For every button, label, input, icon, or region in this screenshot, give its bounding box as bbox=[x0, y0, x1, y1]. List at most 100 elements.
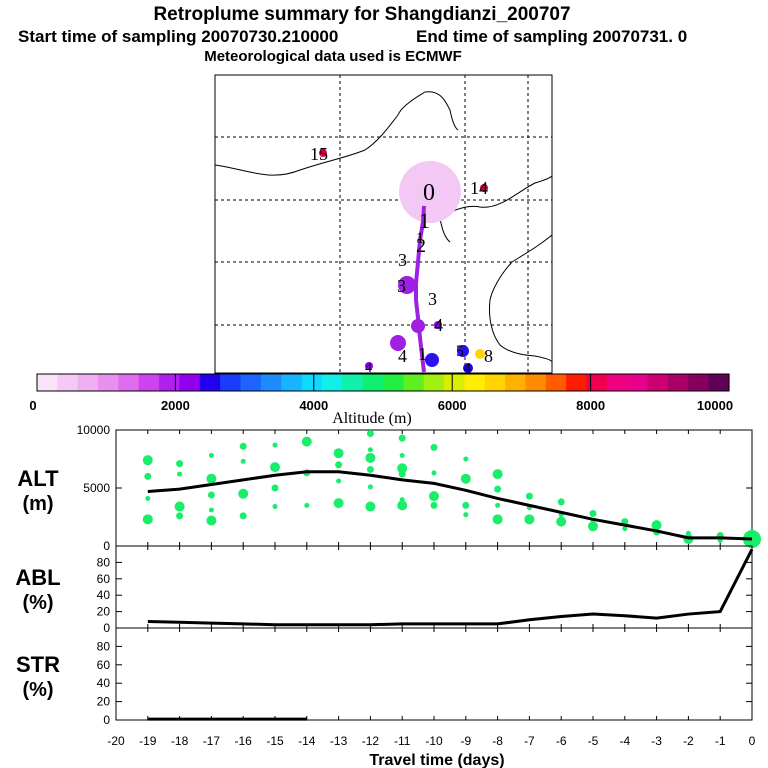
y-tick-label: 0 bbox=[103, 713, 110, 727]
alt-scatter-point bbox=[557, 498, 565, 506]
colorbar-cell bbox=[301, 374, 323, 391]
x-tick-label: -7 bbox=[524, 734, 535, 748]
x-tick-label: -1 bbox=[715, 734, 726, 748]
y-tick-label: 0 bbox=[103, 621, 110, 635]
panel-ylabel-unit: (%) bbox=[22, 679, 53, 701]
panel-abl: 0 20 40 60 80 ABL(%) bbox=[15, 545, 754, 635]
plume-cluster bbox=[480, 184, 488, 192]
colorbar-cell bbox=[586, 374, 608, 391]
x-tick-label: -12 bbox=[362, 734, 380, 748]
alt-scatter-point bbox=[238, 488, 249, 499]
alt-scatter-point bbox=[240, 458, 246, 464]
y-tick-label: 40 bbox=[97, 676, 111, 690]
map-day-label: 1 bbox=[418, 344, 427, 364]
colorbar-cell bbox=[525, 374, 547, 391]
alt-scatter-point bbox=[495, 502, 501, 508]
colorbar-tick-label: 8000 bbox=[576, 398, 605, 413]
alt-scatter-point bbox=[366, 429, 374, 437]
plume-cluster bbox=[319, 149, 327, 157]
alt-scatter-point bbox=[429, 491, 439, 502]
alt-scatter-point bbox=[301, 436, 312, 447]
alt-scatter-point bbox=[335, 461, 343, 469]
series-line-alt bbox=[147, 470, 753, 541]
panel-str: 0 20 40 60 80 STR(%) bbox=[16, 627, 753, 727]
x-tick-label: -8 bbox=[492, 734, 503, 748]
colorbar-cell bbox=[179, 374, 201, 391]
plume-cluster bbox=[411, 319, 425, 333]
x-tick-label: -10 bbox=[425, 734, 443, 748]
trajectory-path bbox=[414, 205, 426, 373]
subtitle-end: End time of sampling 20070731. 0 bbox=[416, 27, 687, 46]
colorbar-cell bbox=[159, 374, 181, 391]
y-tick-label: 40 bbox=[97, 588, 111, 602]
y-tick-label: 60 bbox=[97, 658, 111, 672]
colorbar-cell bbox=[688, 374, 710, 391]
trajectory-map: 0 1 2 3 3 3 4 4 4 1 5 8 14 15 4 1 bbox=[214, 74, 553, 376]
alt-scatter-point bbox=[176, 460, 184, 468]
colorbar-cell bbox=[505, 374, 527, 391]
x-tick-label: -19 bbox=[139, 734, 157, 748]
colorbar-label: Altitude (m) bbox=[332, 410, 412, 427]
subtitle-met: Meteorological data used is ECMWF bbox=[204, 48, 462, 65]
colorbar-cell bbox=[606, 374, 628, 391]
colorbar-cell bbox=[321, 374, 343, 391]
alt-scatter-point bbox=[144, 472, 152, 480]
alt-scatter-point bbox=[397, 500, 408, 511]
y-tick-label: 0 bbox=[103, 539, 110, 553]
x-tick-label: -20 bbox=[107, 734, 125, 748]
alt-scatter-point bbox=[142, 455, 153, 466]
colorbar-cell bbox=[342, 374, 364, 391]
colorbar-tick-label: 10000 bbox=[697, 398, 733, 413]
series-line-abl bbox=[147, 548, 754, 627]
colorbar-frame bbox=[36, 373, 730, 392]
colorbar-cell bbox=[77, 374, 99, 391]
alt-scatter-point bbox=[365, 452, 376, 463]
subtitle-start: Start time of sampling 20070730.210000 bbox=[18, 27, 338, 46]
alt-scatter-point bbox=[333, 498, 344, 509]
colorbar-cell bbox=[708, 374, 730, 391]
panel-ylabel: STR bbox=[16, 652, 60, 677]
alt-scatter-point bbox=[304, 502, 310, 508]
chart-title: Retroplume summary for Shangdianzi_20070… bbox=[153, 4, 570, 25]
plume-clusters bbox=[319, 149, 488, 373]
map-day-label: 3 bbox=[398, 250, 407, 270]
alt-scatter-point bbox=[206, 515, 217, 526]
plume-cluster bbox=[463, 363, 473, 373]
x-tick-label: -3 bbox=[651, 734, 662, 748]
colorbar-cell bbox=[199, 374, 221, 391]
plume-cluster bbox=[457, 345, 469, 357]
colorbar-cell bbox=[403, 374, 425, 391]
y-tick-label: 5000 bbox=[83, 481, 110, 495]
alt-scatter-point bbox=[176, 512, 184, 520]
alt-scatter-point bbox=[431, 470, 437, 476]
y-tick-label: 80 bbox=[97, 555, 111, 569]
map-day-label: 4 bbox=[365, 361, 372, 376]
colorbar-cell bbox=[220, 374, 242, 391]
colorbar-cell bbox=[260, 374, 282, 391]
plume-cluster bbox=[434, 321, 442, 329]
source-plume bbox=[399, 161, 461, 223]
x-tick-label: -17 bbox=[203, 734, 221, 748]
alt-scatter-point bbox=[651, 520, 662, 531]
plume-cluster bbox=[390, 335, 406, 351]
colorbar-cell bbox=[484, 374, 506, 391]
x-tick-label: -2 bbox=[683, 734, 694, 748]
map-day-label: 3 bbox=[397, 276, 406, 296]
plume-cluster bbox=[398, 276, 416, 294]
alt-scatter-point bbox=[525, 492, 533, 500]
alt-scatter-point bbox=[524, 514, 535, 525]
alt-scatter-point bbox=[430, 501, 438, 509]
colorbar-cell bbox=[545, 374, 567, 391]
alt-scatter-point bbox=[556, 516, 567, 527]
colorbar-cell bbox=[566, 374, 588, 391]
alt-scatter-point bbox=[272, 504, 278, 510]
colorbar-cell bbox=[138, 374, 160, 391]
x-tick-label: -6 bbox=[556, 734, 567, 748]
plume-cluster bbox=[475, 349, 485, 359]
colorbar-tick-label: 2000 bbox=[161, 398, 190, 413]
alt-scatter-point bbox=[208, 507, 214, 513]
x-tick-label: -16 bbox=[235, 734, 253, 748]
colorbar-cell bbox=[423, 374, 445, 391]
y-tick-label: 10000 bbox=[77, 423, 111, 437]
